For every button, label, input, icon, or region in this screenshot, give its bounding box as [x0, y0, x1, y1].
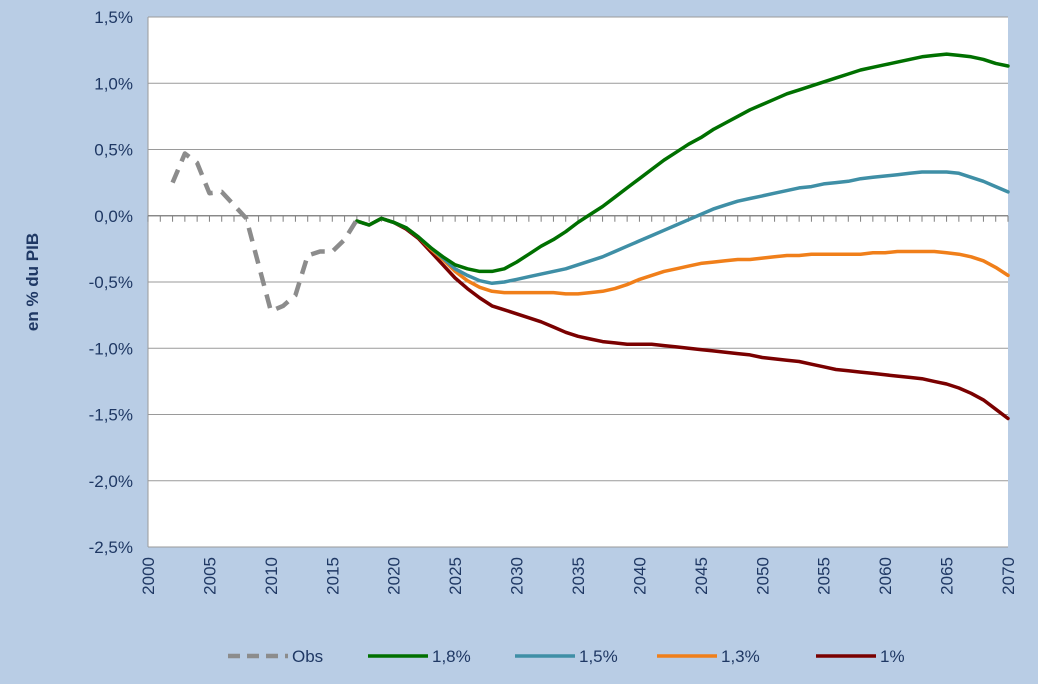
y-tick-label: 1,5%	[94, 8, 133, 27]
x-tick-label: 2055	[815, 557, 834, 595]
legend-label: 1%	[880, 647, 905, 666]
y-tick-label: -0,5%	[89, 273, 133, 292]
axes: -2,5% -2,0% -1,5% -1,0% -0,5% 0,0% 0,5% 1,0% 1,5…	[89, 8, 1018, 595]
y-tick-label: -1,5%	[89, 406, 133, 425]
x-tick-label: 2015	[323, 557, 342, 595]
x-tick-label: 2020	[385, 557, 404, 595]
series-line-2	[355, 170, 1010, 286]
x-tick-label: 2060	[876, 557, 895, 595]
series-lines	[170, 52, 1010, 421]
series-line-3	[355, 216, 1010, 296]
x-tick-label: 2035	[569, 557, 588, 595]
x-tick-label: 2010	[262, 557, 281, 595]
y-axis-label: en % du PIB	[23, 233, 42, 331]
y-tick-label: -2,5%	[89, 538, 133, 557]
x-tick-label: 2025	[446, 557, 465, 595]
legend: Obs 1,8% 1,5% 1,3% 1%	[228, 647, 905, 666]
y-tick-label: 0,5%	[94, 141, 133, 160]
legend-label: 1,3%	[721, 647, 760, 666]
x-tick-label: 2000	[139, 557, 158, 595]
series-line-1	[355, 52, 1010, 274]
x-tick-label: 2070	[999, 557, 1018, 595]
y-tick-label: -2,0%	[89, 472, 133, 491]
y-tick-label: 0,0%	[94, 207, 133, 226]
x-tick-label: 2005	[200, 557, 219, 595]
x-tick-label: 2050	[753, 557, 772, 595]
y-tick-label: -1,0%	[89, 339, 133, 358]
x-tick-label: 2045	[692, 557, 711, 595]
legend-label: Obs	[292, 647, 323, 666]
x-tick-label: 2065	[938, 557, 957, 595]
series-line-4	[355, 216, 1010, 421]
legend-label: 1,5%	[579, 647, 618, 666]
legend-label: 1,8%	[432, 647, 471, 666]
x-tick-label: 2030	[508, 557, 527, 595]
x-tick-label: 2040	[630, 557, 649, 595]
y-tick-label: 1,0%	[94, 74, 133, 93]
